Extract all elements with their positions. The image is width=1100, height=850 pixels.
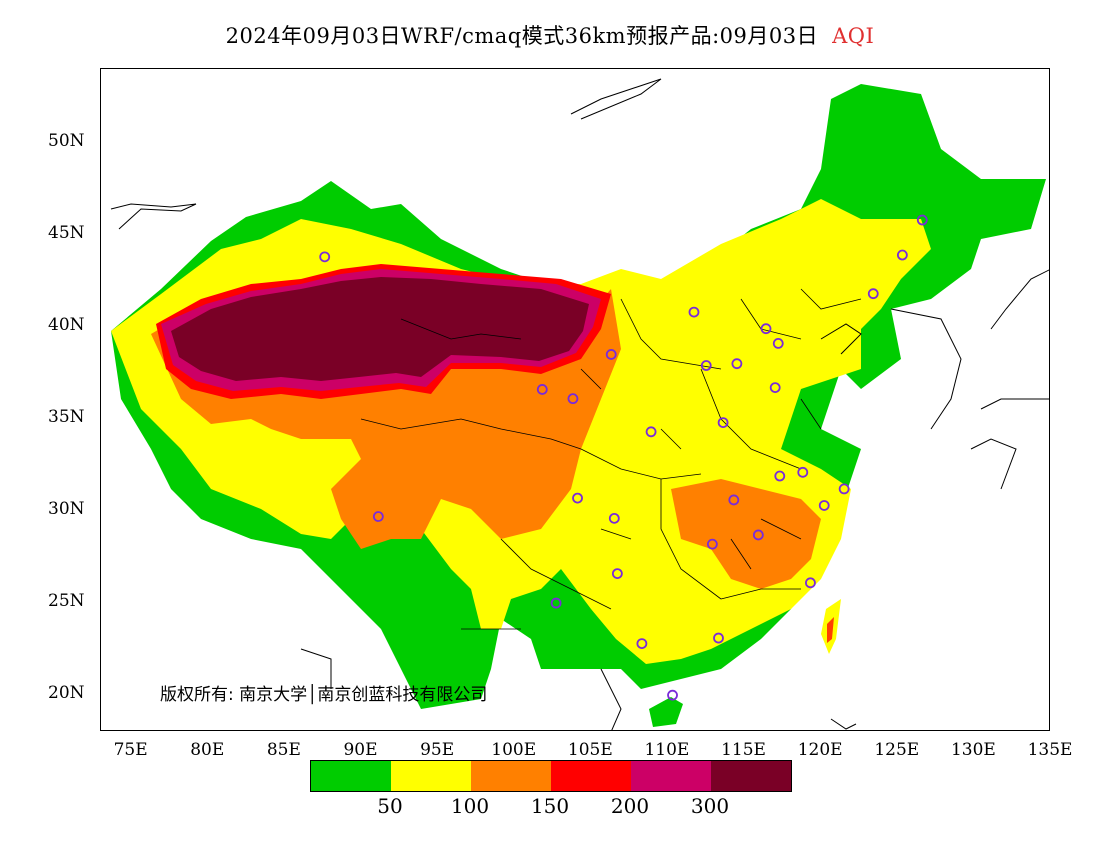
y-axis-label: 30N bbox=[48, 499, 85, 519]
x-axis-label: 90E bbox=[343, 740, 378, 760]
station-marker[interactable] bbox=[728, 494, 740, 506]
station-marker[interactable] bbox=[700, 360, 712, 371]
legend-label: 150 bbox=[530, 794, 570, 818]
legend-label: 300 bbox=[690, 794, 730, 818]
station-marker[interactable] bbox=[605, 349, 617, 360]
station-marker[interactable] bbox=[611, 568, 623, 580]
station-marker[interactable] bbox=[319, 251, 331, 263]
legend-swatch bbox=[711, 761, 791, 791]
station-marker[interactable] bbox=[769, 382, 781, 394]
station-marker[interactable] bbox=[636, 638, 648, 649]
y-axis-label: 40N bbox=[48, 314, 85, 335]
station-marker[interactable] bbox=[731, 358, 743, 370]
station-marker[interactable] bbox=[772, 338, 784, 349]
y-axis-label: 45N bbox=[48, 222, 85, 243]
x-axis-label: 125E bbox=[874, 740, 920, 760]
x-axis-label: 105E bbox=[567, 740, 613, 760]
station-marker[interactable] bbox=[550, 597, 562, 609]
map-title-main: 2024年09月03日WRF/cmaq模式36km预报产品:09月03日 bbox=[225, 24, 819, 48]
x-axis-label: 100E bbox=[491, 740, 537, 760]
station-marker[interactable] bbox=[916, 214, 928, 226]
y-axis-label: 35N bbox=[48, 406, 85, 427]
y-axis-label: 25N bbox=[48, 591, 85, 612]
station-marker[interactable] bbox=[608, 512, 620, 524]
station-marker[interactable] bbox=[760, 323, 772, 335]
legend-swatch bbox=[471, 761, 551, 791]
aqi-legend bbox=[310, 760, 792, 792]
station-marker[interactable] bbox=[717, 417, 729, 429]
station-marker[interactable] bbox=[752, 529, 764, 541]
legend-label: 200 bbox=[610, 794, 650, 818]
legend-swatch bbox=[551, 761, 631, 791]
station-marker[interactable] bbox=[838, 483, 850, 495]
region-taiwan-red bbox=[827, 617, 834, 643]
x-axis-label: 130E bbox=[950, 740, 996, 760]
x-axis-label: 80E bbox=[190, 740, 225, 760]
station-marker[interactable] bbox=[797, 466, 809, 478]
station-marker[interactable] bbox=[774, 470, 786, 482]
map-panel[interactable] bbox=[100, 68, 1050, 731]
station-marker[interactable] bbox=[688, 306, 700, 318]
y-axis-label: 50N bbox=[48, 130, 85, 151]
station-marker[interactable] bbox=[818, 500, 830, 511]
region-hainan bbox=[649, 697, 683, 727]
x-axis-label: 95E bbox=[420, 740, 455, 760]
y-axis-label: 20N bbox=[48, 683, 85, 704]
aqi-map bbox=[110, 78, 1049, 730]
station-marker[interactable] bbox=[567, 393, 579, 405]
x-axis-label: 115E bbox=[721, 740, 766, 760]
station-marker[interactable] bbox=[667, 689, 678, 701]
station-marker[interactable] bbox=[372, 511, 384, 522]
map-title: 2024年09月03日WRF/cmaq模式36km预报产品:09月03日 AQI bbox=[0, 20, 1100, 50]
x-axis-label: 85E bbox=[266, 740, 301, 760]
station-markers bbox=[319, 214, 928, 701]
station-marker[interactable] bbox=[706, 538, 718, 550]
station-marker[interactable] bbox=[896, 249, 908, 261]
x-axis-label: 75E bbox=[113, 740, 148, 760]
legend-label: 50 bbox=[377, 794, 403, 818]
province-borders bbox=[360, 288, 862, 630]
copyright-text: 版权所有: 南京大学│南京创蓝科技有限公司 bbox=[160, 685, 488, 705]
x-axis-label: 110E bbox=[644, 740, 690, 760]
legend-swatch bbox=[311, 761, 391, 791]
station-marker[interactable] bbox=[867, 288, 879, 300]
x-axis-label: 135E bbox=[1027, 740, 1073, 760]
legend-swatch bbox=[391, 761, 471, 791]
legend-label: 100 bbox=[450, 794, 490, 818]
region-orange-east bbox=[671, 479, 821, 589]
coastline bbox=[110, 78, 1049, 730]
x-axis-label: 120E bbox=[797, 740, 843, 760]
station-marker[interactable] bbox=[572, 492, 583, 504]
region-maroon bbox=[171, 277, 589, 381]
legend-swatch bbox=[631, 761, 711, 791]
station-marker[interactable] bbox=[713, 632, 724, 644]
station-marker[interactable] bbox=[645, 426, 657, 438]
station-marker[interactable] bbox=[536, 384, 548, 395]
station-marker[interactable] bbox=[805, 577, 816, 589]
map-title-aqi: AQI bbox=[832, 24, 875, 48]
